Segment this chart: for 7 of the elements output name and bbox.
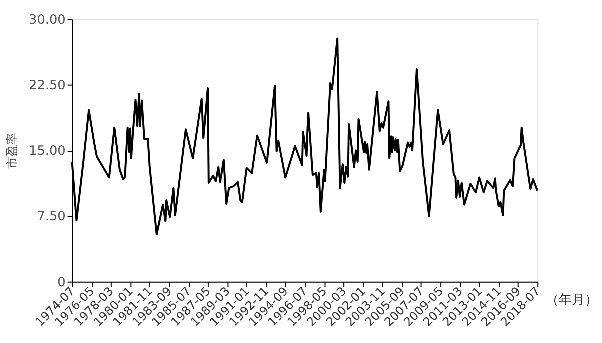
y-tick-label: 7.50 xyxy=(37,210,66,225)
y-axis-title: 市盈率 xyxy=(5,133,20,170)
x-axis-title: （年月） xyxy=(546,293,598,308)
y-tick-label: 15.00 xyxy=(29,144,66,160)
y-tick-label: 30.00 xyxy=(29,12,66,28)
y-tick-label: 0 xyxy=(58,275,66,290)
y-tick-label: 22.50 xyxy=(29,78,66,94)
